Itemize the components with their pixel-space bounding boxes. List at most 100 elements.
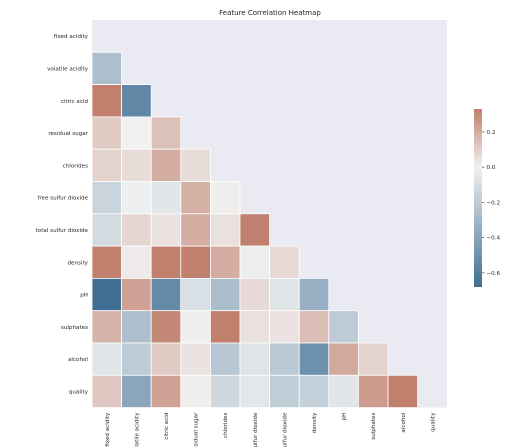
x-tick-label: residual sugar <box>194 412 200 447</box>
y-tick-labels: fixed acidity volatile acidity citric acid… <box>36 34 89 395</box>
x-tick-label: pH <box>342 413 348 421</box>
heatmap-cell-11-5 <box>239 374 271 408</box>
heatmap-cell-4-3 <box>180 148 211 182</box>
y-tick-label: citric acid <box>61 99 89 105</box>
y-tick-label: alcohol <box>68 357 88 363</box>
heatmap-cell-10-1 <box>121 342 152 376</box>
y-tick-label: sulphates <box>61 325 88 331</box>
heatmap-cell-3-1 <box>121 116 152 150</box>
heatmap-cell-10-0 <box>91 342 123 376</box>
heatmap-cell-7-0 <box>91 245 123 279</box>
heatmap-cell-11-7 <box>298 374 330 408</box>
colorbar-tick-label: −0.2 <box>487 200 501 206</box>
heatmap-cell-6-1 <box>121 213 152 247</box>
heatmap-cell-8-2 <box>150 277 182 312</box>
heatmap-cell-7-1 <box>121 245 152 279</box>
y-tick-label: density <box>67 260 88 266</box>
heatmap-cell-9-1 <box>121 310 152 344</box>
heatmap-cell-7-6 <box>269 245 300 279</box>
heatmap-cell-11-1 <box>121 374 152 408</box>
heatmap-cell-7-4 <box>209 245 241 279</box>
x-tick-label: total sulfur dioxide <box>282 412 288 447</box>
heatmap-cell-9-8 <box>328 310 359 344</box>
y-tick-label: fixed acidity <box>54 34 89 40</box>
x-tick-label: citric acid <box>164 412 170 440</box>
heatmap-cell-8-0 <box>91 277 123 312</box>
x-tick-label: sulphates <box>371 413 377 440</box>
heatmap-cell-9-7 <box>298 310 330 344</box>
heatmap-cell-10-7 <box>298 342 330 376</box>
heatmap-cell-11-8 <box>328 374 359 408</box>
heatmap-cell-1-0 <box>91 51 123 85</box>
y-tick-label: free sulfur dioxide <box>37 196 88 202</box>
heatmap-cell-9-4 <box>209 310 241 344</box>
heatmap-cell-8-7 <box>298 277 330 312</box>
heatmap-cell-3-2 <box>150 116 182 150</box>
heatmap-cell-5-4 <box>209 181 241 215</box>
heatmap-cell-2-0 <box>91 84 123 118</box>
heatmap-cell-10-6 <box>269 342 300 376</box>
x-tick-labels: fixed acidity volatile acidity citric acid… <box>105 412 437 447</box>
colorbar-tick-label: 0.0 <box>487 165 496 171</box>
y-tick-label: volatile acidity <box>47 66 89 72</box>
x-tick-label: alcohol <box>401 412 407 432</box>
heatmap-cell-4-0 <box>91 148 123 182</box>
y-tick-label: total sulfur dioxide <box>36 228 89 234</box>
y-tick-label: pH <box>80 293 88 299</box>
heatmap-cell-10-2 <box>150 342 182 376</box>
heatmap-cell-9-6 <box>269 310 300 344</box>
heatmap-cell-3-0 <box>91 116 123 150</box>
heatmap-cell-11-9 <box>357 374 389 408</box>
heatmap-cell-11-2 <box>150 374 182 408</box>
x-tick-label: free sulfur dioxide <box>253 412 259 447</box>
heatmap-cell-11-4 <box>209 374 241 408</box>
colorbar-tick-label: 0.2 <box>487 130 496 136</box>
heatmap-cell-11-3 <box>180 374 211 408</box>
x-tick-label: density <box>312 412 318 433</box>
heatmap-cell-8-4 <box>209 277 241 312</box>
heatmap-cell-5-0 <box>91 181 123 215</box>
heatmap-cell-9-3 <box>180 310 211 344</box>
x-tick-label: chlorides <box>223 413 229 438</box>
heatmap-cell-5-2 <box>150 181 182 215</box>
x-tick-label: volatile acidity <box>134 412 140 447</box>
heatmap-cell-9-2 <box>150 310 182 344</box>
heatmap-cell-8-6 <box>269 277 300 312</box>
y-tick-label: quality <box>69 389 89 395</box>
heatmap-cell-8-5 <box>239 277 271 312</box>
heatmap-cell-7-2 <box>150 245 182 279</box>
heatmap-cell-10-9 <box>357 342 389 376</box>
colorbar <box>474 109 482 287</box>
colorbar-tick-label: −0.4 <box>487 236 501 242</box>
heatmap-cell-5-1 <box>121 181 152 215</box>
heatmap-cell-2-1 <box>121 84 152 118</box>
heatmap-cell-7-5 <box>239 245 271 279</box>
chart-title: Feature Correlation Heatmap <box>219 9 321 17</box>
heatmap-cell-8-1 <box>121 277 152 312</box>
x-tick-label: quality <box>430 412 436 432</box>
heatmap-cell-9-0 <box>91 310 123 344</box>
heatmap-cell-11-6 <box>269 374 300 408</box>
heatmap-cell-6-0 <box>91 213 123 247</box>
heatmap-cell-6-3 <box>180 213 211 247</box>
heatmap-cell-4-1 <box>121 148 152 182</box>
heatmap-cell-10-8 <box>328 342 359 376</box>
heatmap-cell-7-3 <box>180 245 211 279</box>
colorbar-ticks: 0.2 0.0 −0.2 −0.4 −0.6 <box>482 130 501 277</box>
heatmap-cell-11-10 <box>387 374 419 408</box>
y-tick-label: residual sugar <box>48 131 88 137</box>
y-tick-label: chlorides <box>63 163 88 169</box>
heatmap-cell-11-0 <box>91 374 123 408</box>
heatmap-cell-6-2 <box>150 213 182 247</box>
x-tick-label: fixed acidity <box>105 412 111 447</box>
heatmap-cell-8-3 <box>180 277 211 312</box>
heatmap-cell-9-5 <box>239 310 271 344</box>
colorbar-tick-label: −0.6 <box>487 271 501 277</box>
heatmap-cell-10-4 <box>209 342 241 376</box>
heatmap-cell-4-2 <box>150 148 182 182</box>
heatmap-cell-10-3 <box>180 342 211 376</box>
heatmap-cell-6-4 <box>209 213 241 247</box>
heatmap-cell-10-5 <box>239 342 271 376</box>
heatmap-cell-6-5 <box>239 213 271 247</box>
